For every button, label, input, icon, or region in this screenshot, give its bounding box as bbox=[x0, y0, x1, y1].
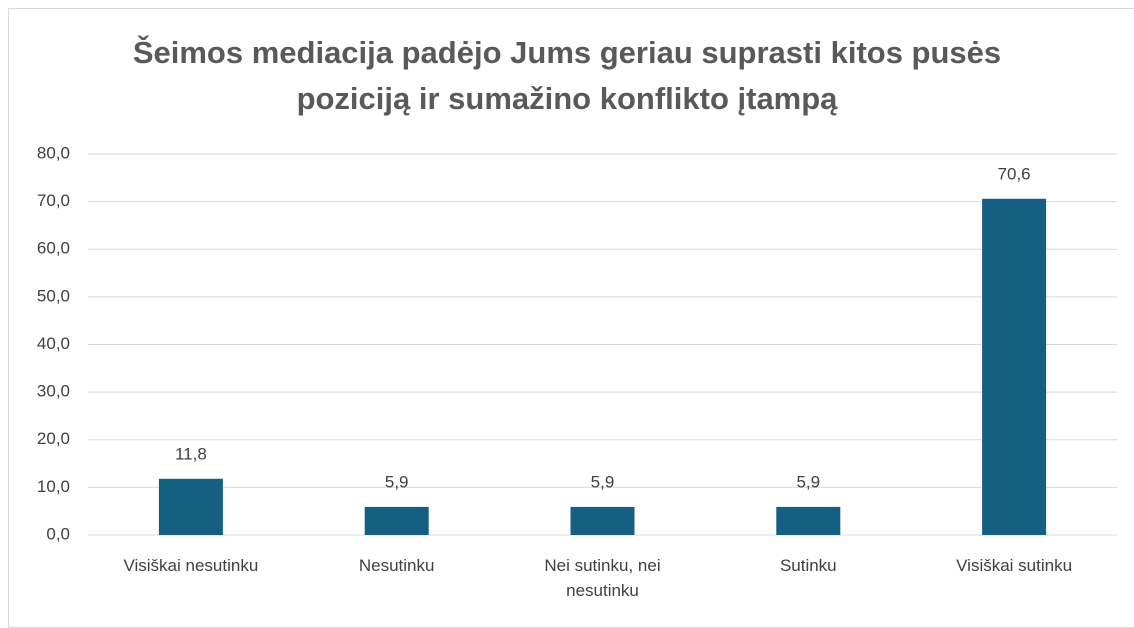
y-tick-label: 10,0 bbox=[37, 477, 70, 496]
x-tick-label: Nei sutinku, nei nesutinku bbox=[544, 556, 661, 600]
x-tick-label: Sutinku bbox=[779, 556, 837, 575]
bar bbox=[364, 506, 429, 535]
y-tick-label: 30,0 bbox=[37, 382, 70, 401]
y-tick-label: 50,0 bbox=[37, 286, 70, 305]
x-tick-label: Nesutinku bbox=[358, 556, 435, 575]
data-label: 70,6 bbox=[998, 164, 1031, 183]
y-tick-label: 40,0 bbox=[37, 334, 70, 353]
y-tick-label: 20,0 bbox=[37, 429, 70, 448]
data-label: 5,9 bbox=[796, 472, 820, 491]
data-label: 11,8 bbox=[175, 444, 207, 463]
bar bbox=[158, 478, 223, 535]
y-tick-label: 80,0 bbox=[37, 143, 70, 162]
y-tick-label: 60,0 bbox=[37, 239, 70, 258]
x-tick-label: Visiškai sutinku bbox=[956, 556, 1073, 575]
data-label: 5,9 bbox=[385, 472, 409, 491]
y-tick-label: 70,0 bbox=[37, 191, 70, 210]
y-tick-label: 0,0 bbox=[46, 524, 70, 543]
x-tick-label: Visiškai nesutinku bbox=[123, 556, 259, 575]
chart-title: Šeimos mediacija padėjo Jums geriau supr… bbox=[132, 35, 1002, 116]
data-label: 5,9 bbox=[591, 472, 615, 491]
bar bbox=[982, 198, 1047, 535]
bar bbox=[776, 506, 841, 535]
bar bbox=[570, 506, 635, 535]
